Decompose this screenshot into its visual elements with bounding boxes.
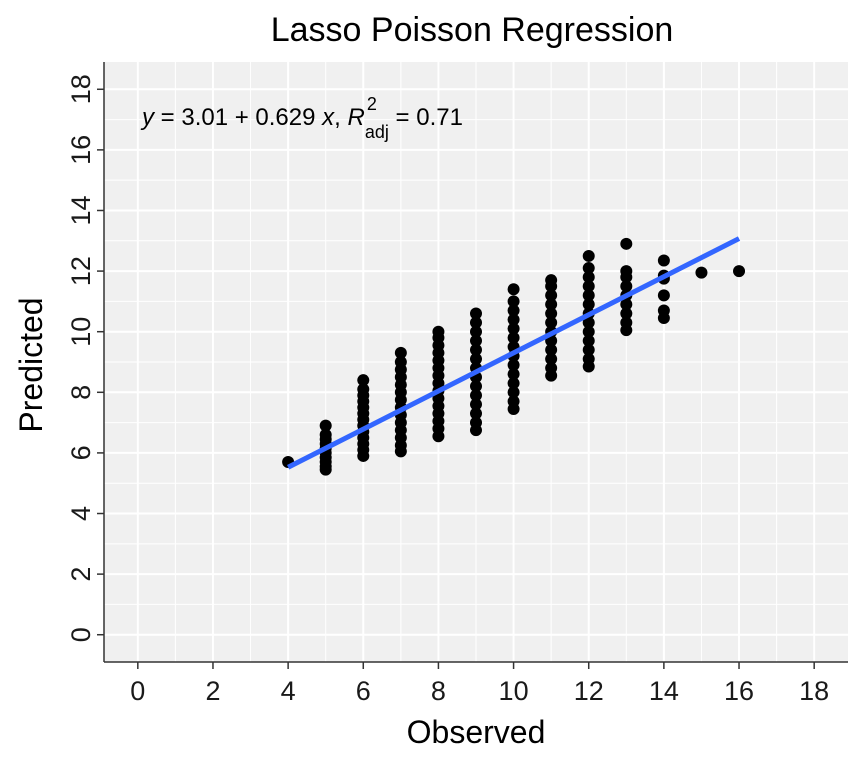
data-point <box>582 271 595 284</box>
data-point <box>582 289 595 302</box>
y-tick-label: 16 <box>66 135 96 165</box>
eq-r-value: = 0.71 <box>389 104 463 131</box>
x-tick-label: 6 <box>356 676 371 706</box>
data-point <box>620 316 633 329</box>
data-point <box>470 325 482 338</box>
data-point <box>620 237 633 250</box>
data-point <box>470 407 482 420</box>
y-axis-title: Predicted <box>13 297 49 432</box>
y-tick-label: 8 <box>66 385 96 400</box>
data-point <box>545 316 558 329</box>
y-tick-label: 4 <box>66 506 96 521</box>
data-point <box>507 304 520 317</box>
data-point <box>657 289 670 302</box>
x-axis-title: Observed <box>407 714 546 750</box>
x-tick-label: 18 <box>799 676 829 706</box>
x-tick-label: 2 <box>205 676 220 706</box>
data-point <box>319 428 332 441</box>
data-point <box>620 307 633 320</box>
gridlines <box>104 62 848 662</box>
data-point <box>470 416 482 429</box>
data-point <box>394 346 407 359</box>
regression-line <box>286 236 741 470</box>
data-point <box>657 304 670 317</box>
data-point <box>507 395 520 408</box>
data-point <box>507 322 520 335</box>
data-point <box>394 356 407 368</box>
data-point <box>470 352 482 365</box>
data-point <box>470 316 482 329</box>
axes: 0 2 4 6 8 10 12 14 16 18 0 2 4 6 8 10 12 14 16 18 <box>66 62 848 706</box>
eq-y-symbol: y <box>140 104 156 131</box>
data-point <box>319 419 332 432</box>
data-point <box>507 295 520 308</box>
data-point <box>620 298 633 311</box>
data-point <box>545 298 558 311</box>
data-point <box>582 298 595 311</box>
data-point <box>582 280 595 293</box>
data-point <box>507 386 520 399</box>
data-point <box>470 334 482 347</box>
x-tick-label: 10 <box>499 676 529 706</box>
data-point <box>545 289 558 302</box>
data-point <box>470 343 482 356</box>
data-point <box>357 374 370 387</box>
data-point <box>733 265 746 278</box>
data-point <box>507 359 520 372</box>
y-tick-label: 14 <box>66 195 96 225</box>
x-tick-label: 0 <box>130 676 145 706</box>
data-point <box>432 325 445 338</box>
eq-mid: = 3.01 + 0.629 <box>154 104 322 131</box>
data-point <box>582 262 595 275</box>
x-tick-label: 4 <box>281 676 296 706</box>
x-tick-label: 8 <box>431 676 446 706</box>
y-tick-label: 10 <box>66 317 96 347</box>
regression-line-group <box>286 236 741 470</box>
eq-sep: , <box>334 104 347 131</box>
data-point <box>507 377 520 390</box>
eq-r-subscript: adj <box>365 122 389 142</box>
data-point <box>507 313 520 326</box>
y-tick-label: 0 <box>66 627 96 642</box>
data-point <box>507 283 520 296</box>
data-point <box>582 334 595 347</box>
data-point <box>545 352 558 365</box>
eq-r-superscript: 2 <box>367 94 377 114</box>
data-point <box>470 389 482 402</box>
chart-title: Lasso Poisson Regression <box>271 11 674 49</box>
data-point <box>657 254 670 267</box>
data-point <box>470 380 482 393</box>
data-point <box>470 307 482 320</box>
data-point <box>507 331 520 344</box>
data-point <box>507 368 520 381</box>
data-point <box>620 280 633 293</box>
data-point <box>470 398 482 411</box>
eq-r-symbol: R <box>347 104 364 131</box>
x-tick-label: 16 <box>724 676 754 706</box>
y-tick-label: 18 <box>66 74 96 104</box>
data-point <box>545 362 558 375</box>
y-tick-label: 12 <box>66 256 96 286</box>
regression-equation: y = 3.01 + 0.629 x, R 2 adj = 0.71 <box>140 94 463 142</box>
data-point <box>545 343 558 356</box>
x-tick-label: 14 <box>649 676 679 706</box>
data-point <box>357 383 370 396</box>
y-tick-label: 6 <box>66 445 96 460</box>
data-point <box>582 325 595 338</box>
data-point <box>545 274 558 287</box>
data-point <box>582 316 595 329</box>
x-tick-label: 12 <box>574 676 604 706</box>
data-point <box>545 307 558 320</box>
data-point <box>582 343 595 356</box>
data-point <box>582 249 595 262</box>
data-point <box>620 265 633 278</box>
data-point <box>695 266 708 279</box>
eq-x-symbol: x <box>321 104 335 131</box>
y-tick-label: 2 <box>66 567 96 582</box>
data-point <box>582 352 595 365</box>
